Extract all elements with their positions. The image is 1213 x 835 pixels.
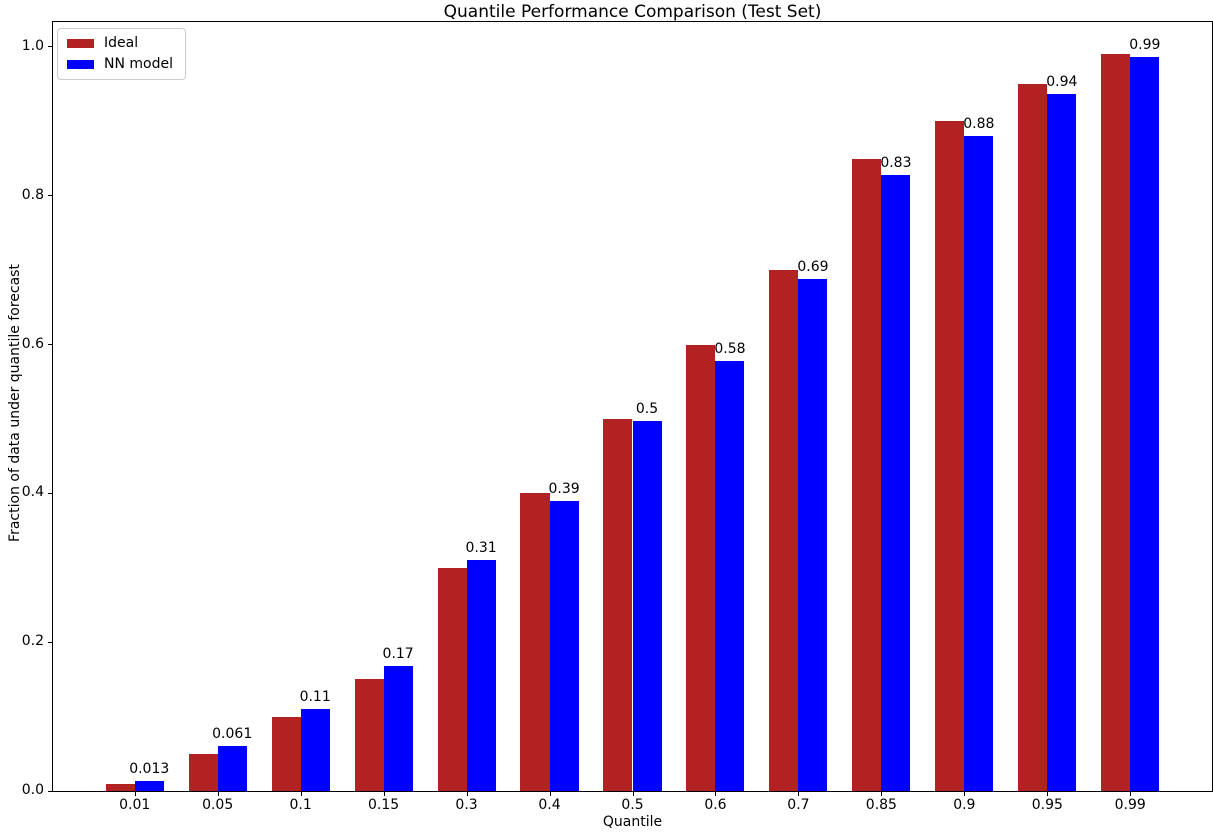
legend-label: NN model	[104, 56, 173, 72]
bar-value-label: 0.88	[963, 116, 995, 133]
bar-nn-model	[217, 745, 247, 791]
bar-value-label: 0.94	[1046, 73, 1078, 90]
bar-ideal	[1101, 54, 1131, 791]
bar-ideal	[603, 418, 633, 791]
plot-area: 0.0 0.2 0.4 0.6 0.8 1.0 0.01 0.013 0.05 0.061 0.1 0…	[22, 21, 1213, 813]
legend-swatch	[67, 39, 94, 48]
x-tick-mark	[1130, 792, 1132, 796]
x-tick-mark	[881, 792, 883, 796]
bar-nn-model	[549, 500, 579, 791]
x-tick-label: 0.7	[787, 797, 810, 813]
x-tick-label: 0.4	[538, 797, 561, 813]
x-axis-label: Quantile	[602, 814, 663, 830]
bar-nn-model	[1047, 93, 1077, 791]
bar-nn-model	[383, 666, 413, 791]
bar-ideal	[188, 753, 218, 791]
x-tick-mark	[134, 792, 136, 796]
bar-nn-model	[134, 781, 164, 791]
y-tick-mark	[48, 641, 52, 643]
y-tick-label: 1.0	[21, 37, 44, 54]
x-tick-mark	[798, 792, 800, 796]
x-tick-label: 0.1	[289, 797, 312, 813]
bar-ideal	[769, 270, 799, 791]
x-tick-mark	[549, 792, 551, 796]
y-tick-label: 0.6	[21, 335, 44, 352]
y-tick-mark	[48, 195, 52, 197]
bar-value-label: 0.58	[714, 340, 746, 357]
bar-nn-model	[964, 136, 994, 791]
bar-ideal	[105, 783, 135, 791]
legend: Ideal NN model	[57, 28, 186, 80]
x-tick-label: 0.05	[202, 797, 234, 813]
legend-label: Ideal	[104, 35, 139, 51]
bar-value-label: 0.061	[212, 725, 253, 742]
legend-item: Ideal	[67, 36, 173, 51]
bar-ideal	[1018, 84, 1048, 791]
x-tick-label: 0.15	[368, 797, 400, 813]
bar-nn-model	[466, 560, 496, 791]
bar-value-label: 0.31	[465, 540, 497, 557]
bar-value-label: 0.5	[635, 401, 659, 418]
bar-ideal	[354, 679, 384, 791]
y-tick-mark	[48, 790, 52, 792]
bar-nn-model	[715, 360, 745, 791]
x-tick-mark	[715, 792, 717, 796]
y-tick-label: 0.0	[21, 782, 44, 798]
bar-ideal	[520, 493, 550, 791]
x-tick-label: 0.9	[953, 797, 976, 813]
x-tick-label: 0.5	[621, 797, 644, 813]
bar-ideal	[271, 716, 301, 791]
x-tick-mark	[466, 792, 468, 796]
bar-nn-model	[300, 709, 330, 791]
y-tick-mark	[48, 46, 52, 48]
bar-nn-model	[881, 174, 911, 791]
y-tick-mark	[48, 492, 52, 494]
x-tick-label: 0.3	[455, 797, 478, 813]
bar-nn-model	[632, 421, 662, 791]
legend-item: NN model	[67, 57, 173, 72]
bar-value-label: 0.99	[1129, 36, 1161, 53]
x-tick-label: 0.01	[119, 797, 151, 813]
x-tick-label: 0.95	[1031, 797, 1063, 813]
bar-value-label: 0.39	[548, 480, 580, 497]
bar-ideal	[686, 344, 716, 791]
x-tick-mark	[383, 792, 385, 796]
bar-ideal	[852, 158, 882, 791]
bar-nn-model	[1130, 56, 1160, 791]
bar-nn-model	[798, 279, 828, 791]
x-tick-mark	[1047, 792, 1049, 796]
x-tick-mark	[300, 792, 302, 796]
bar-ideal	[935, 121, 965, 791]
x-tick-mark	[217, 792, 219, 796]
y-tick-mark	[48, 344, 52, 346]
bar-value-label: 0.013	[129, 761, 170, 778]
y-tick-label: 0.8	[21, 186, 44, 203]
bar-value-label: 0.83	[880, 154, 912, 171]
x-tick-label: 0.85	[865, 797, 897, 813]
y-tick-label: 0.4	[21, 484, 44, 501]
x-tick-label: 0.6	[704, 797, 727, 813]
y-tick-label: 0.2	[21, 633, 44, 650]
x-tick-mark	[964, 792, 966, 796]
bar-value-label: 0.11	[299, 689, 331, 706]
bar-value-label: 0.69	[797, 259, 829, 276]
x-tick-mark	[632, 792, 634, 796]
legend-swatch	[67, 60, 94, 69]
bar-ideal	[437, 567, 467, 791]
chart-title: Quantile Performance Comparison (Test Se…	[443, 2, 822, 22]
bar-value-label: 0.17	[382, 645, 414, 662]
x-tick-label: 0.99	[1114, 797, 1146, 813]
